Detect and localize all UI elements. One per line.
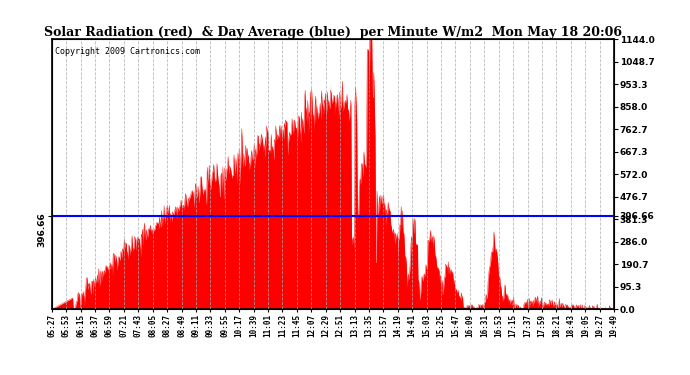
Text: Solar Radiation (red)  & Day Average (blue)  per Minute W/m2  Mon May 18 20:06: Solar Radiation (red) & Day Average (blu… — [44, 26, 622, 39]
Text: Copyright 2009 Cartronics.com: Copyright 2009 Cartronics.com — [55, 48, 199, 57]
